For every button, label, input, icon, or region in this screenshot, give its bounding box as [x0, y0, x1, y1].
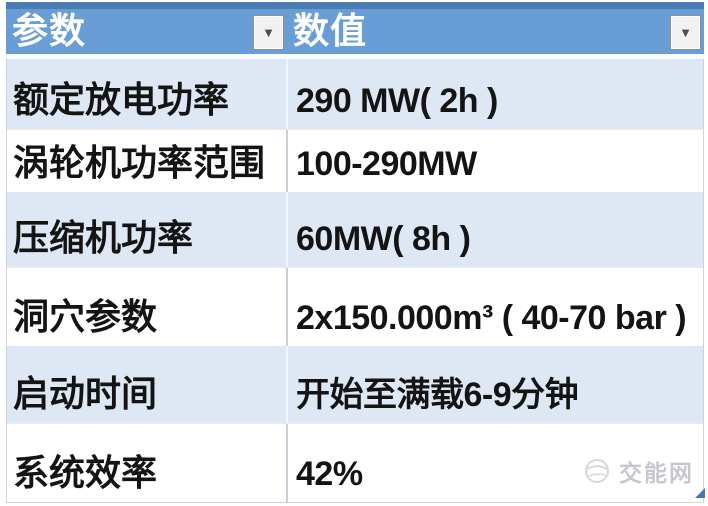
- value-cell: 42%: [288, 424, 703, 502]
- table-row: 启动时间 开始至满载6-9分钟: [7, 346, 703, 423]
- param-cell: 洞穴参数: [7, 268, 288, 346]
- value-cell-text: 290 MW( 2h ): [296, 82, 498, 120]
- header-cell-param: 参数 ▼: [6, 9, 287, 54]
- value-cell: 290 MW( 2h ): [288, 59, 703, 129]
- header-param-label: 参数: [12, 10, 87, 51]
- table-row: 系统效率 42%: [7, 423, 703, 502]
- table-row: 额定放电功率 290 MW( 2h ): [7, 59, 703, 129]
- param-cell-text: 启动时间: [13, 373, 158, 414]
- watermark: 交能网: [582, 454, 694, 488]
- param-cell-text: 系统效率: [13, 452, 158, 493]
- table-header-row: 参数 ▼ 数值 ▼: [6, 9, 704, 54]
- filter-dropdown-value-button[interactable]: ▼: [670, 15, 701, 50]
- param-cell-text: 洞穴参数: [13, 296, 158, 337]
- value-cell-text: 100-290MW: [296, 145, 477, 183]
- parameters-table: 参数 ▼ 数值 ▼ 额定放电功率 290 MW( 2h ) 涡轮机功率范围: [6, 2, 704, 503]
- param-cell-text: 压缩机功率: [13, 217, 194, 258]
- header-gap: [6, 54, 704, 59]
- table-row: 涡轮机功率范围 100-290MW: [7, 129, 703, 192]
- header-value-label: 数值: [293, 10, 368, 51]
- value-cell: 100-290MW: [288, 130, 703, 192]
- value-cell: 2x150.000m³ ( 40-70 bar ): [288, 268, 703, 346]
- header-cell-value: 数值 ▼: [287, 9, 704, 54]
- table-row: 压缩机功率 60MW( 8h ): [7, 192, 703, 267]
- value-cell: 开始至满载6-9分钟: [288, 346, 703, 423]
- value-cell-text: 开始至满载6-9分钟: [296, 376, 579, 414]
- table-row: 洞穴参数 2x150.000m³ ( 40-70 bar ): [7, 267, 703, 346]
- param-cell-text: 涡轮机功率范围: [13, 142, 266, 183]
- value-cell: 60MW( 8h ): [288, 192, 703, 267]
- param-cell: 系统效率: [7, 424, 288, 502]
- globe-swirl-icon: [585, 459, 609, 483]
- param-cell: 额定放电功率: [7, 59, 288, 129]
- filter-dropdown-param-button[interactable]: ▼: [253, 15, 284, 50]
- value-cell-text: 42%: [296, 455, 363, 493]
- table-body: 额定放电功率 290 MW( 2h ) 涡轮机功率范围 100-290MW 压缩…: [6, 59, 704, 503]
- param-cell: 涡轮机功率范围: [7, 130, 288, 192]
- chevron-down-icon: ▼: [262, 25, 275, 40]
- param-cell-text: 额定放电功率: [13, 79, 230, 120]
- value-cell-text: 60MW( 8h ): [296, 220, 471, 258]
- watermark-text: 交能网: [619, 460, 694, 486]
- param-cell: 压缩机功率: [7, 192, 288, 267]
- value-cell-text: 2x150.000m³ ( 40-70 bar ): [296, 299, 687, 337]
- param-cell: 启动时间: [7, 346, 288, 423]
- chevron-down-icon: ▼: [679, 25, 692, 40]
- table-top-border: [6, 2, 704, 9]
- table-resize-handle[interactable]: [695, 488, 705, 498]
